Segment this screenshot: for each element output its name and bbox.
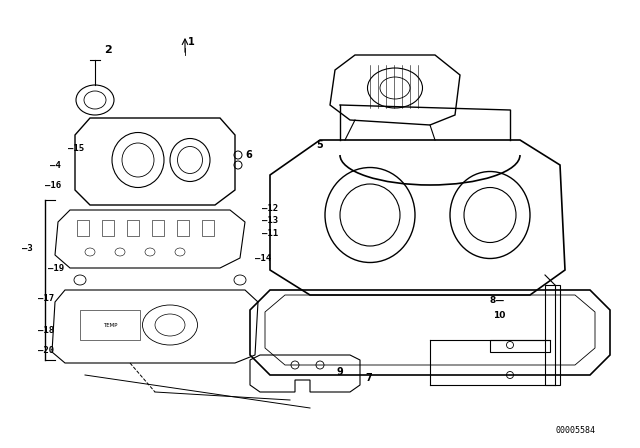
Text: —20: —20 — [38, 345, 54, 354]
Text: —12: —12 — [262, 203, 278, 212]
Text: —13: —13 — [262, 215, 278, 224]
Text: —19: —19 — [48, 263, 64, 272]
Text: 6: 6 — [245, 150, 252, 160]
Bar — [127, 220, 139, 236]
Text: —14: —14 — [255, 254, 271, 263]
Text: —17: —17 — [38, 293, 54, 302]
Bar — [152, 220, 164, 236]
Text: 5: 5 — [317, 140, 323, 150]
Text: —3: —3 — [22, 244, 33, 253]
Text: 10: 10 — [493, 310, 505, 319]
Bar — [80, 310, 140, 340]
Text: 8—: 8— — [490, 296, 505, 305]
Text: —18: —18 — [38, 326, 54, 335]
Text: 2: 2 — [104, 45, 112, 55]
Bar — [102, 220, 114, 236]
Bar — [202, 220, 214, 236]
Text: 7: 7 — [365, 373, 372, 383]
Text: —4: —4 — [50, 160, 61, 169]
Text: —15: —15 — [68, 143, 84, 152]
Text: 1: 1 — [188, 37, 195, 47]
Text: 00005584: 00005584 — [555, 426, 595, 435]
Text: TEMP: TEMP — [103, 323, 117, 327]
Text: —11: —11 — [262, 228, 278, 237]
Bar — [77, 220, 89, 236]
Bar — [177, 220, 189, 236]
Text: —16: —16 — [45, 181, 61, 190]
Text: 9: 9 — [337, 367, 344, 377]
